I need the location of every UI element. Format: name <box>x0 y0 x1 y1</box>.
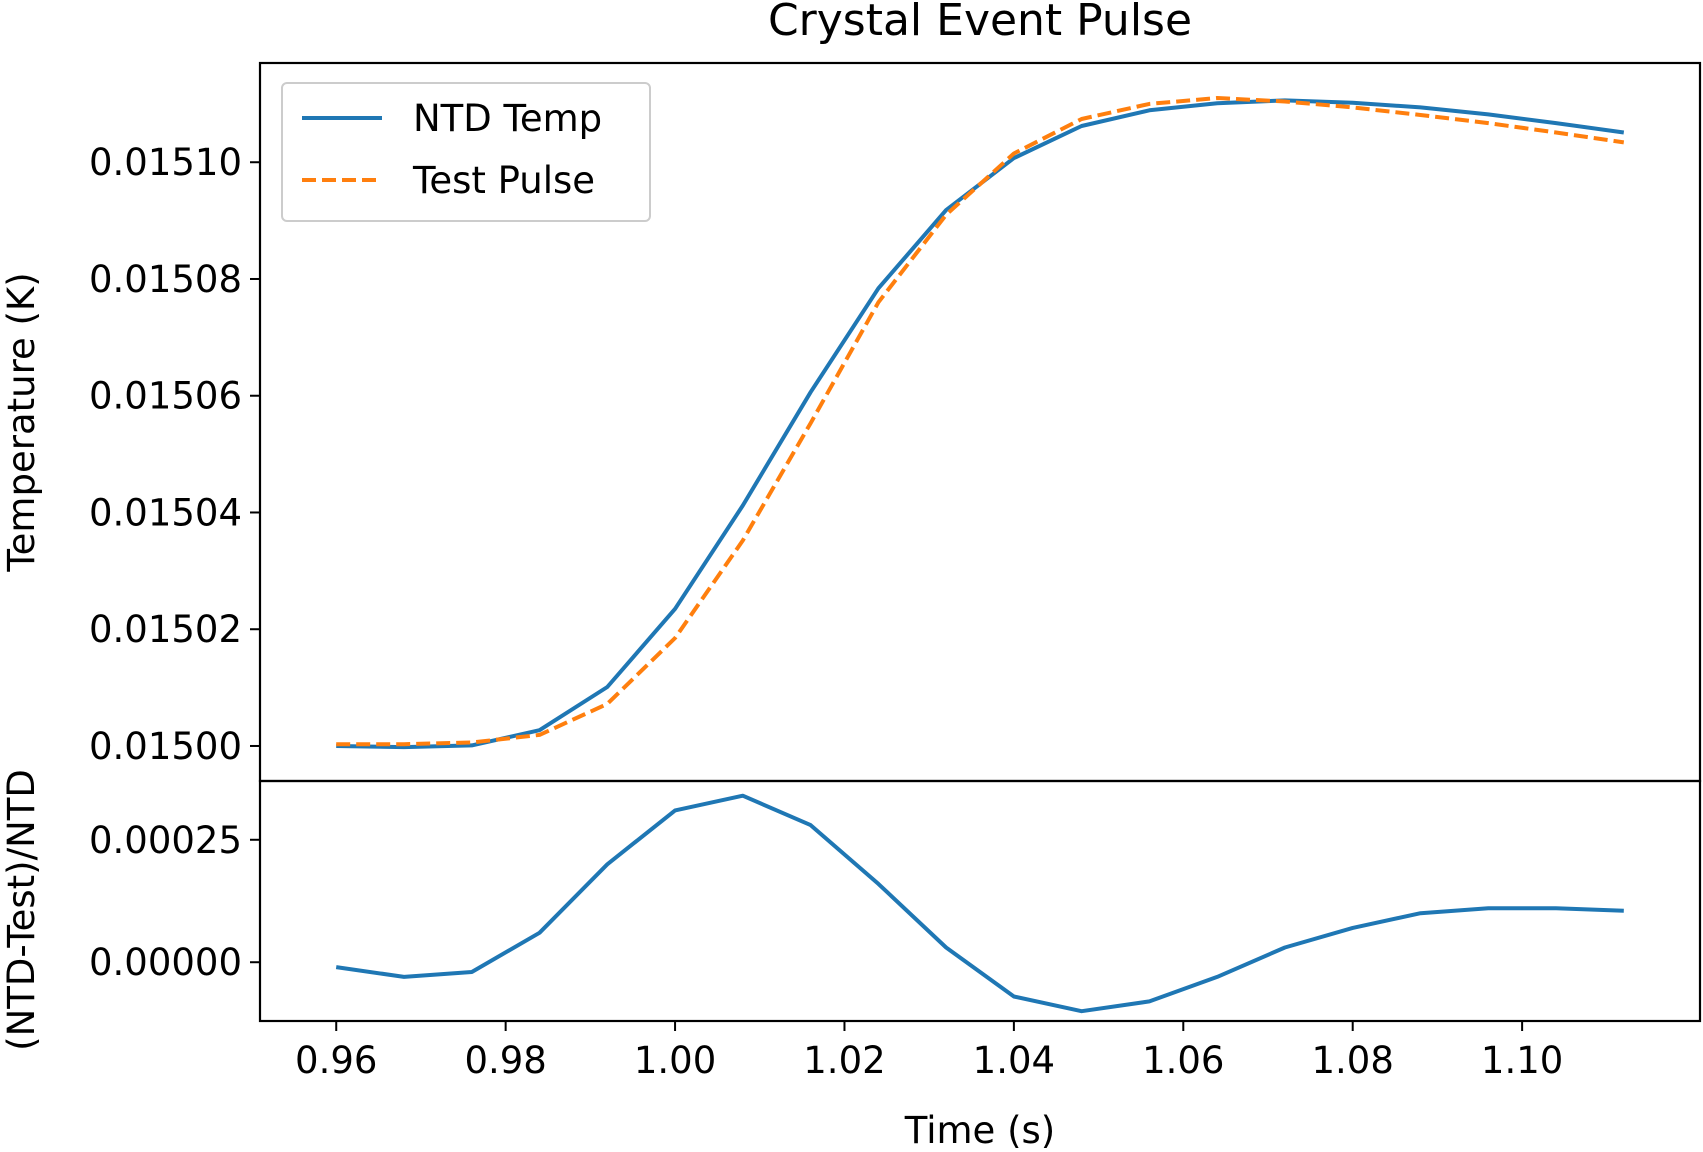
temperature-y-tick-label: 0.01510 <box>89 141 242 184</box>
residual-series-line-0 <box>335 793 1624 1014</box>
residual-y-axis-label: (NTD-Test)/NTD <box>0 769 43 1051</box>
residual-y-tick-label: 0.00025 <box>89 819 242 862</box>
x-tick-label: 1.06 <box>1142 1039 1224 1082</box>
temperature-y-tick-label: 0.01504 <box>89 491 242 534</box>
temperature-lines <box>336 96 1625 750</box>
legend-label-test-pulse: Test Pulse <box>412 159 595 202</box>
residual-y-ticks: 0.00000 0.00025 <box>89 819 260 984</box>
x-axis-ticks: 0.96 0.98 1.00 1.02 1.04 1.06 1.08 1.10 <box>295 1021 1563 1082</box>
residual-y-tick-label: 0.00000 <box>89 941 242 984</box>
chart-title: Crystal Event Pulse <box>768 0 1192 46</box>
residual-lines <box>335 793 1624 1014</box>
temperature-y-tick-label: 0.01508 <box>89 258 242 301</box>
legend: NTD Temp Test Pulse <box>281 82 651 222</box>
residual-plot-frame <box>258 779 1702 1023</box>
temperature-y-axis-label: Temperature (K) <box>0 272 43 572</box>
legend-label-ntd-temp: NTD Temp <box>413 97 602 140</box>
x-tick-label: 1.00 <box>634 1039 716 1082</box>
x-tick-label: 1.10 <box>1481 1039 1563 1082</box>
temperature-y-tick-label: 0.01502 <box>89 608 242 651</box>
x-axis-label: Time (s) <box>904 1109 1055 1152</box>
temperature-y-ticks: 0.01500 0.01502 0.01504 0.01506 0.01508 0.015… <box>89 141 260 768</box>
x-tick-label: 1.08 <box>1312 1039 1394 1082</box>
temperature-y-tick-label: 0.01500 <box>89 725 242 768</box>
temperature-panel: 0.01500 0.01502 0.01504 0.01506 0.01508 0.015… <box>0 61 1702 783</box>
residual-panel: 0.00000 0.00025 (NTD-Test)/NTD <box>0 769 1702 1051</box>
x-tick-label: 0.98 <box>464 1039 546 1082</box>
temperature-y-tick-label: 0.01506 <box>89 375 242 418</box>
x-tick-label: 1.04 <box>973 1039 1055 1082</box>
x-tick-label: 1.02 <box>803 1039 885 1082</box>
temperature-series-line-test-pulse <box>336 96 1625 747</box>
x-tick-label: 0.96 <box>295 1039 377 1082</box>
